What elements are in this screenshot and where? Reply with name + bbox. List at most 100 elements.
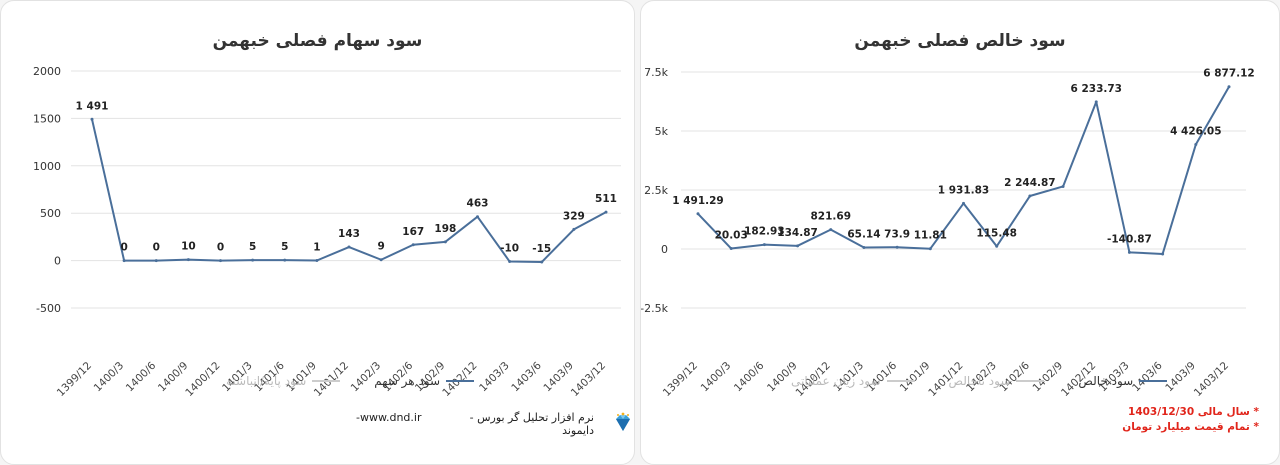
- legend-label-gross-profit: سود ناخالص: [948, 374, 1011, 388]
- right-data-point: [1194, 143, 1198, 147]
- right-data-label: 4 426.05: [1170, 126, 1221, 138]
- left-data-point: [154, 259, 158, 263]
- left-xtick-label: 1399/12: [55, 360, 94, 399]
- currency-note: * تمام قیمت میلیارد تومان: [1122, 421, 1259, 433]
- left-data-point: [219, 259, 222, 263]
- right-data-label: 65.14: [847, 228, 880, 240]
- left-xtick-label: 1400/6: [124, 359, 159, 394]
- right-data-point: [1161, 252, 1165, 256]
- left-data-point: [122, 259, 126, 263]
- left-xtick-label: 1400/12: [183, 360, 222, 399]
- right-data-label: 134.87: [777, 227, 818, 239]
- right-data-label: 1 931.83: [938, 184, 989, 196]
- right-data-label: 20.03: [715, 230, 748, 242]
- right-data-point: [762, 243, 766, 247]
- left-data-label: 0: [217, 242, 224, 254]
- left-data-label: 198: [434, 223, 456, 235]
- right-data-label: 11.81: [914, 230, 947, 242]
- right-xtick-label: 1400/6: [732, 359, 767, 394]
- software-name: نرم افزار تحلیل گر بورس - دایموند: [469, 411, 594, 437]
- left-data-point: [186, 258, 190, 262]
- legend-item-net-profit[interactable]: سود خالص: [1078, 374, 1168, 388]
- right-data-point: [729, 247, 733, 251]
- left-xtick-label: 1403/12: [569, 360, 608, 399]
- left-data-label: 5: [249, 241, 256, 253]
- right-xtick-label: 1400/3: [699, 360, 734, 395]
- footnotes: * سال مالی 1403/12/30 * تمام قیمت میلیار…: [1122, 405, 1259, 435]
- right-data-point: [1227, 85, 1231, 89]
- left-data-point: [540, 260, 544, 264]
- left-chart-title: سود سهام فصلی خبهمن: [212, 31, 423, 51]
- left-data-point: [476, 215, 479, 219]
- left-series-line: [91, 119, 607, 264]
- right-ytick-label: 2.5k: [644, 184, 668, 197]
- left-data-label: 167: [402, 226, 424, 238]
- right-xtick-label: 1403/12: [1192, 360, 1231, 399]
- right-data-point: [1127, 250, 1131, 254]
- right-data-label: 821.69: [810, 211, 851, 223]
- website-link[interactable]: www.dnd.ir-: [356, 411, 422, 424]
- left-ytick-label: -500: [36, 302, 61, 315]
- left-data-point: [411, 243, 415, 247]
- right-data-point: [962, 201, 965, 205]
- legend-line-gross-profit: [1016, 380, 1045, 382]
- right-data-label: 6 877.12: [1203, 68, 1254, 80]
- right-legend: سود خالص سود ناخالص سود زیان عملیاتی: [791, 374, 1168, 388]
- left-data-point: [443, 240, 447, 244]
- right-data-point: [862, 245, 866, 249]
- right-data-point: [829, 228, 833, 232]
- right-data-point: [796, 244, 800, 248]
- legend-item-operating-profit[interactable]: سود زیان عملیاتی: [791, 374, 915, 388]
- left-xtick-label: 1400/3: [92, 360, 127, 395]
- right-xtick-label: 1399/12: [661, 360, 700, 399]
- right-data-label: 115.48: [976, 227, 1017, 239]
- right-chart-panel: سود خالص فصلی خبهمن -2.5k 0 2.5k 5k 7.5k 1399…: [640, 0, 1280, 465]
- right-data-point: [1028, 194, 1032, 198]
- right-data-label: -140.87: [1107, 233, 1152, 245]
- right-data-point: [1061, 184, 1065, 188]
- left-data-label: 143: [338, 228, 360, 240]
- right-chart-title: سود خالص فصلی خبهمن: [854, 31, 1066, 51]
- left-ytick-label: 1500: [33, 112, 61, 125]
- legend-line-eps: [446, 380, 475, 382]
- right-ytick-label: 5k: [655, 125, 669, 138]
- left-data-label: 329: [563, 210, 585, 222]
- legend-item-eps[interactable]: سود هر سهم: [374, 374, 475, 388]
- right-ytick-label: 7.5k: [644, 66, 668, 79]
- left-data-label: 0: [153, 242, 160, 254]
- left-chart-panel: سود سهام فصلی خبهمن -500 0 500 1000 1500 2000…: [0, 0, 635, 465]
- left-data-label: 0: [120, 242, 127, 254]
- left-data-label: 1 491: [76, 100, 109, 112]
- legend-item-gross-profit[interactable]: سود ناخالص: [949, 374, 1045, 388]
- right-data-point: [928, 247, 932, 251]
- left-data-label: 5: [281, 241, 288, 253]
- left-legend: سود هر سهم سود پایه/انباشته: [226, 374, 475, 388]
- left-chart-svg: -50005001000150020001399/121400/31400/61…: [33, 65, 621, 399]
- diamond-logo-icon: [612, 412, 634, 437]
- left-xtick-label: 1403/6: [509, 359, 544, 394]
- left-ytick-label: 1000: [33, 160, 61, 173]
- left-data-label: 9: [377, 241, 384, 253]
- right-data-label: 182.93: [744, 226, 785, 238]
- legend-line-net-profit: [1139, 380, 1168, 382]
- right-data-point: [1094, 100, 1098, 104]
- right-ytick-label: 0: [661, 243, 668, 256]
- left-data-point: [604, 210, 608, 214]
- legend-label-net-profit: سود خالص: [1078, 374, 1134, 388]
- right-data-label: 73.9: [884, 228, 910, 240]
- left-data-label: 463: [467, 198, 489, 210]
- legend-line-operating-profit: [886, 380, 915, 382]
- left-data-point: [572, 227, 576, 231]
- legend-line-base-eps: [312, 380, 341, 382]
- left-data-label: -15: [532, 243, 551, 255]
- legend-label-eps: سود هر سهم: [374, 374, 441, 388]
- legend-item-base-eps[interactable]: سود پایه/انباشته: [226, 374, 341, 388]
- left-data-point: [315, 259, 319, 263]
- left-data-point: [508, 260, 512, 264]
- left-xtick-label: 1403/3: [477, 360, 512, 395]
- right-data-label: 1 491.29: [672, 195, 723, 207]
- right-chart-svg: -2.5k02.5k5k7.5k1399/121400/31400/61400/…: [641, 66, 1255, 399]
- brand-footer: نرم افزار تحلیل گر بورس - دایموند www.dn…: [356, 411, 634, 437]
- left-data-point: [347, 245, 351, 249]
- right-data-label: 6 233.73: [1071, 83, 1122, 95]
